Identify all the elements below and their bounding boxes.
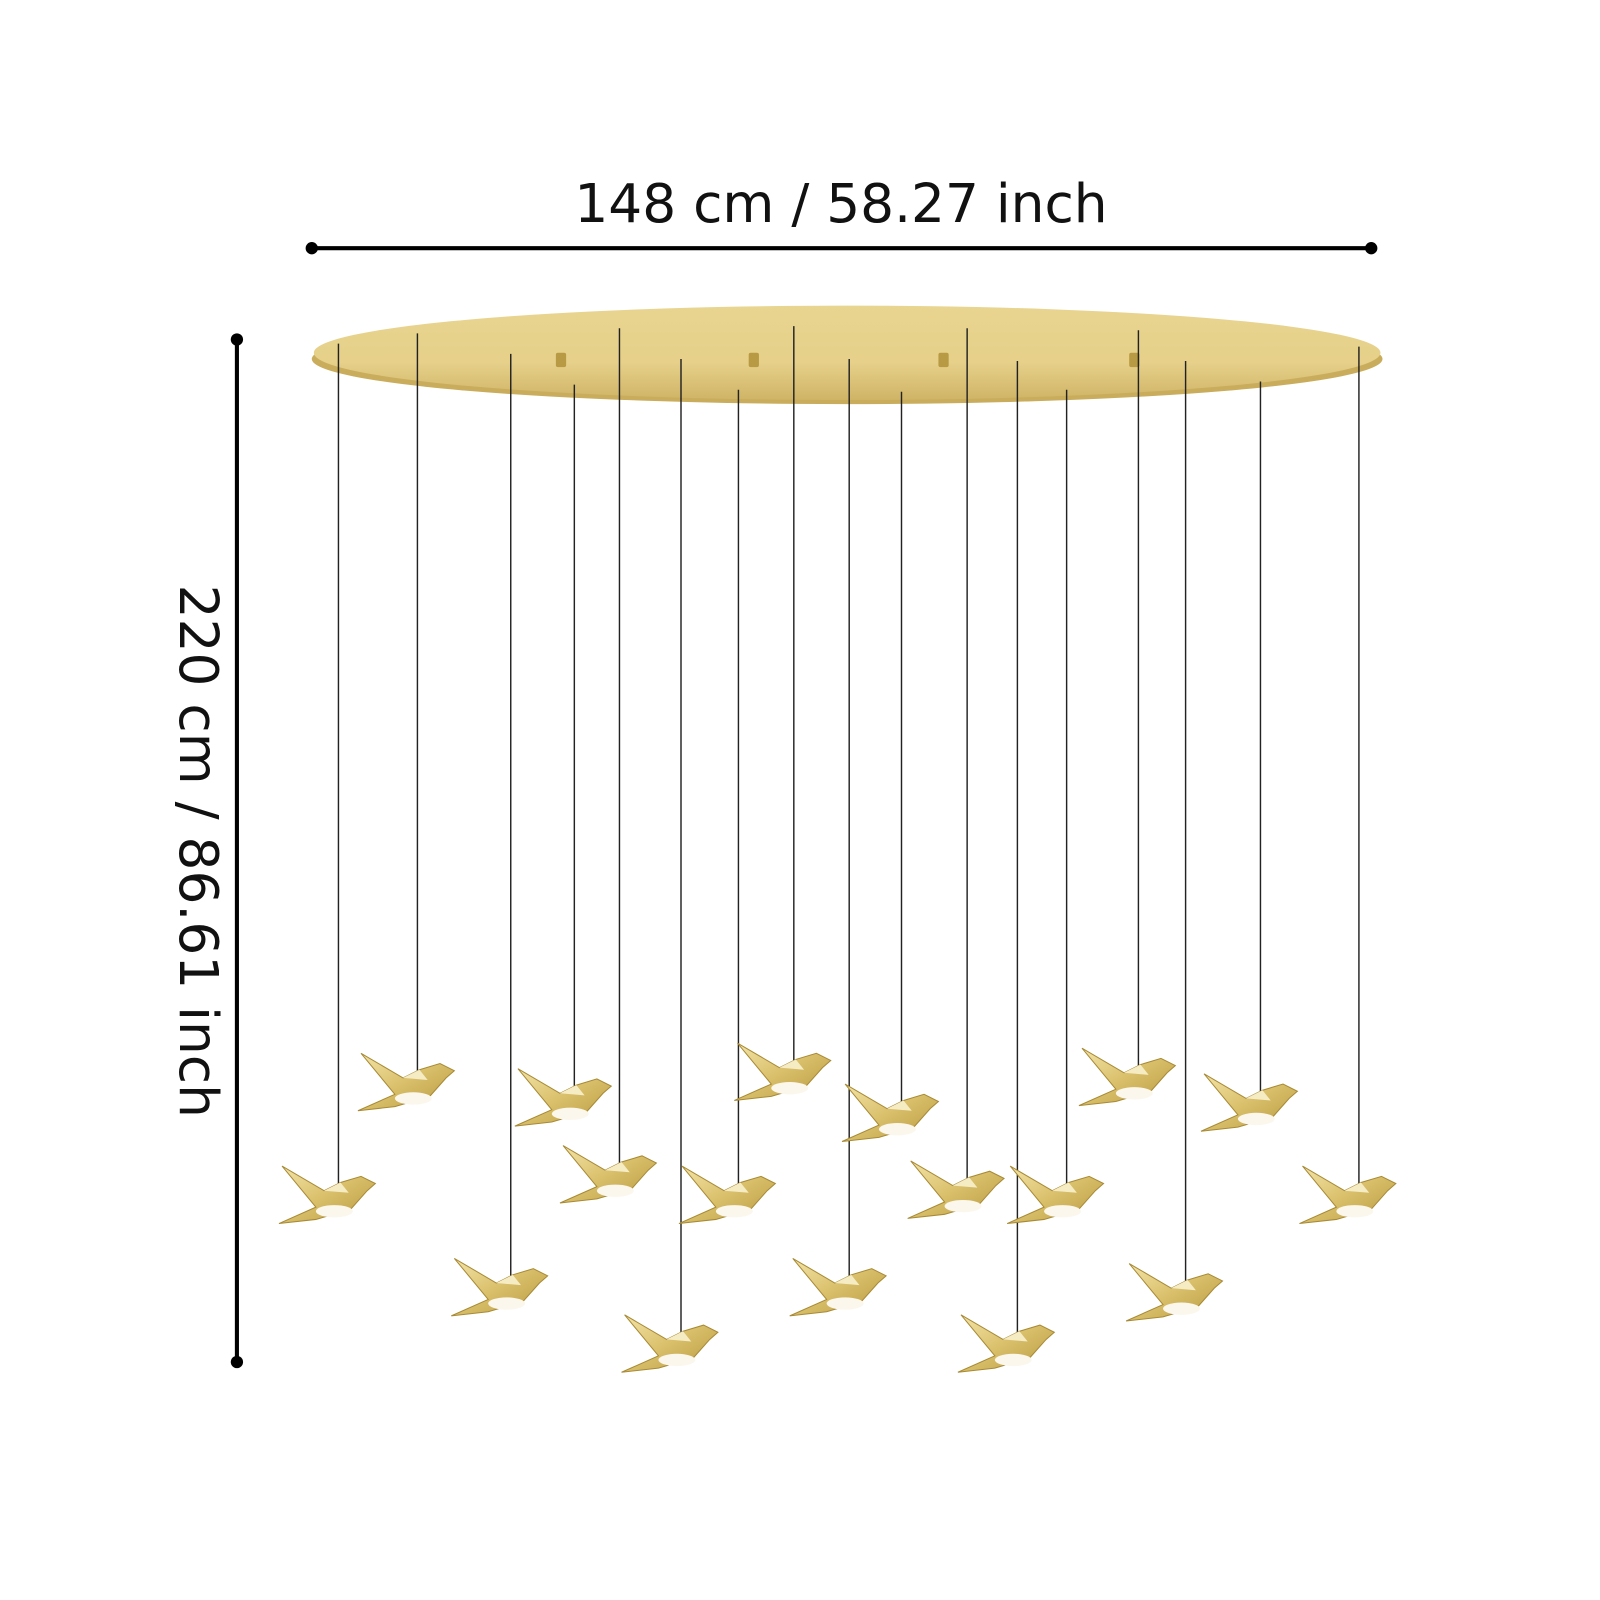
width-end bbox=[305, 242, 318, 255]
drawing: 148 cm / 58.27 inch 220 cm / 86.61 inch bbox=[167, 172, 1397, 1373]
height-label: 220 cm / 86.61 inch bbox=[167, 585, 230, 1118]
pendants bbox=[278, 326, 1397, 1373]
canopy-screws bbox=[555, 352, 1140, 368]
height-end bbox=[230, 1355, 244, 1369]
canopy bbox=[313, 305, 1381, 400]
width-end bbox=[1365, 242, 1378, 255]
width-label: 148 cm / 58.27 inch bbox=[574, 172, 1107, 235]
height-end bbox=[230, 333, 244, 346]
